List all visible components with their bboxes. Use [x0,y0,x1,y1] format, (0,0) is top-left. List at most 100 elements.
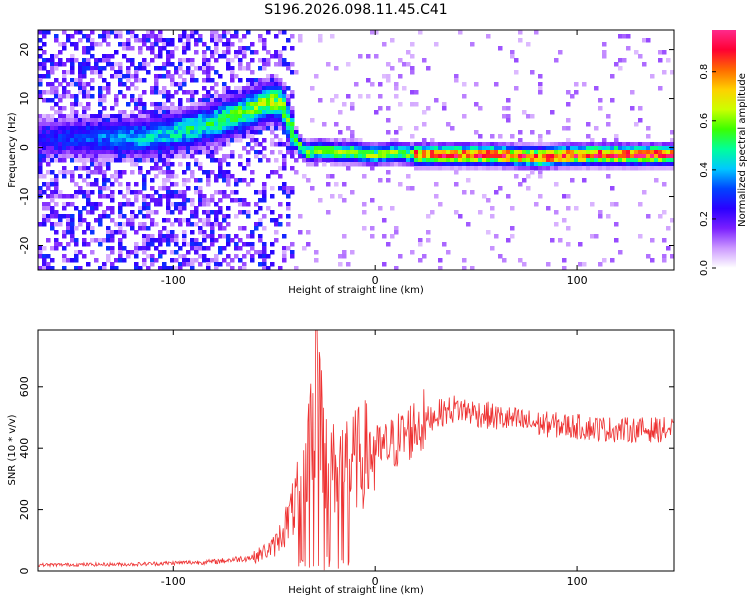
spectrogram-cell [238,178,243,183]
spectrogram-cell [162,146,167,151]
spectrogram-cell [258,58,263,63]
colorbar-tick-label: 0.4 [699,162,710,178]
spectrogram-cell [386,170,391,175]
spectrogram-cell [638,166,643,171]
spectrogram-cell [214,102,219,107]
spectrogram-cell [422,58,427,63]
spectrogram-cell [622,146,627,151]
spectrogram-cell [138,170,143,175]
spectrogram-cell [146,134,151,139]
spectrogram-cell [238,38,243,43]
spectrogram-cell [166,266,171,270]
spectrogram-cell [94,206,99,211]
spectrogram-cell [246,130,251,135]
spectrogram-cell [110,174,115,179]
spectrogram-cell [186,106,191,111]
spectrogram-cell [194,186,199,191]
spectrogram-cell [166,238,171,243]
spectrogram-cell [154,158,159,163]
spectrogram-cell [230,34,235,39]
spectrogram-cell [198,38,203,43]
spectrogram-cell [166,142,171,147]
spectrogram-cell [246,134,251,139]
spectrogram-cell [98,114,103,119]
spectrogram-cell [238,94,243,99]
spectrogram-cell [66,134,71,139]
spectrogram-cell [70,34,75,39]
spectrogram-cell [246,102,251,107]
colorbar-tick-label: 0.8 [699,64,710,80]
spectrogram-cell [214,218,219,223]
spectrogram-cell [154,74,159,79]
spectrogram-cell [118,182,123,187]
spectrogram-cell [642,166,647,171]
spectrogram-cell [58,94,63,99]
spectrogram-cell [374,142,379,147]
spectrogram-cell [62,86,67,91]
spectrogram-cell [646,154,651,159]
spectrogram-cell [662,258,667,263]
spectrogram-cell [82,50,87,55]
spectrogram-cell [598,166,603,171]
spectrogram-cell [110,182,115,187]
spectrogram-cell [222,142,227,147]
spectrogram-cell [270,98,275,103]
spectrogram-cell [166,158,171,163]
spectrogram-cell [222,82,227,87]
spectrogram-cell [138,38,143,43]
spectrogram-cell [142,174,147,179]
spectrogram-cell [102,214,107,219]
spectrogram-cell [278,114,283,119]
spectrogram-cell [158,46,163,51]
spectrogram-cell [134,126,139,131]
spectrogram-cell [230,130,235,135]
spectrogram-cell [446,166,451,171]
spectrogram-cell [38,122,43,127]
spectrogram-cell [242,126,247,131]
spectrogram-cell [622,154,627,159]
spectrogram-cell [218,134,223,139]
spectrogram-cell [458,146,463,151]
spectrogram-cell [538,134,543,139]
spectrogram-cell [46,186,51,191]
spectrogram-cell [410,54,415,59]
spectrogram-cell [74,146,79,151]
spectrogram-cell [50,106,55,111]
spectrogram-cell [210,170,215,175]
spectrogram-cell [102,134,107,139]
spectrogram-cell [222,178,227,183]
spectrogram-cell [114,50,119,55]
spectrogram-cell [158,134,163,139]
spectrogram-cell [90,250,95,255]
spectrogram-cell [46,182,51,187]
spectrogram-cell [38,174,43,179]
spectrogram-cell [274,134,279,139]
spectrogram-cell [302,142,307,147]
spectrogram-cell [42,174,47,179]
spectrogram-cell [614,134,619,139]
spectrogram-cell [114,258,119,263]
spectrogram-cell [214,58,219,63]
spectrogram-cell [262,118,267,123]
spectrogram-cell [326,182,331,187]
spectrogram-cell [346,162,351,167]
spectrogram-cell [62,214,67,219]
spectrogram-cell [62,62,67,67]
spectrogram-cell [510,154,515,159]
spectrogram-cell [46,130,51,135]
spectrogram-cell [498,154,503,159]
spectrogram-cell [58,62,63,67]
spectrogram-cell [126,126,131,131]
spectrogram-cell [490,206,495,211]
spectrogram-cell [474,130,479,135]
spectrogram-cell [314,138,319,143]
spectrogram-cell [430,166,435,171]
spectrogram-cell [434,98,439,103]
spectrogram-cell [646,146,651,151]
spectrogram-cell [46,142,51,147]
spectrogram-cell [166,38,171,43]
spectrogram-cell [250,126,255,131]
spectrogram-cell [642,158,647,163]
spectrogram-cell [82,218,87,223]
spectrogram-cell [258,234,263,239]
